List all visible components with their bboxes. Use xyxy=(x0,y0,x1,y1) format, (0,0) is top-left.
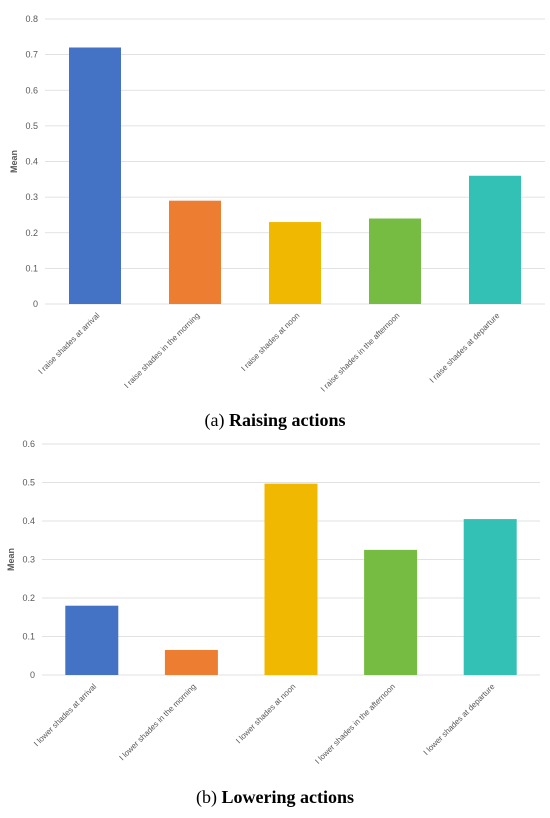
chart-raising-actions: 0 0.1 0.2 0.3 0.4 0.5 0.6 0.7 0.8 Mean I raise sha… xyxy=(9,14,545,394)
y-axis-label: Mean xyxy=(6,548,16,571)
chart-lowering-actions: 0 0.1 0.2 0.3 0.4 0.5 0.6 Mean I lower shades at… xyxy=(6,439,540,766)
bar xyxy=(469,175,521,304)
x-category-label: I raise shades at departure xyxy=(428,311,502,385)
bar xyxy=(364,549,418,675)
x-category-label: I raise shades in the morning xyxy=(122,311,201,390)
y-tick-label: 0.2 xyxy=(22,593,35,603)
y-tick-label: 0.3 xyxy=(22,555,35,565)
x-category-label: I lower shades at departure xyxy=(422,682,497,757)
caption-raising-prefix: (a) xyxy=(204,410,225,430)
x-category-label: I lower shades in the morning xyxy=(118,682,198,762)
y-tick-label: 0.7 xyxy=(25,50,38,60)
y-tick-label: 0.6 xyxy=(22,439,35,449)
y-tick-label: 0.6 xyxy=(25,85,38,95)
x-category-label: I lower shades at arrival xyxy=(32,682,98,748)
bar xyxy=(169,200,221,304)
y-tick-label: 0 xyxy=(33,299,38,309)
y-tick-label: 0.2 xyxy=(25,228,38,238)
bar xyxy=(369,218,421,304)
y-tick-label: 0.4 xyxy=(22,516,35,526)
caption-lowering-prefix: (b) xyxy=(196,787,217,807)
x-category-label: I lower shades in the afternoon xyxy=(313,682,397,766)
y-axis-label: Mean xyxy=(9,150,19,173)
bar xyxy=(269,222,321,304)
bar xyxy=(463,519,517,675)
bar xyxy=(264,483,318,675)
x-category-label: I raise shades at arrival xyxy=(37,311,102,376)
y-tick-label: 0.3 xyxy=(25,192,38,202)
y-tick-label: 0.5 xyxy=(25,121,38,131)
y-tick-label: 0.4 xyxy=(25,157,38,167)
y-tick-label: 0.1 xyxy=(25,263,38,273)
caption-lowering-title: Lowering actions xyxy=(221,787,355,807)
bar xyxy=(69,47,121,304)
y-tick-label: 0 xyxy=(30,670,35,680)
y-tick-label: 0.5 xyxy=(22,478,35,488)
y-tick-label: 0.8 xyxy=(25,14,38,24)
bar xyxy=(164,649,218,675)
caption-raising: (a) Raising actions xyxy=(0,410,550,431)
y-tick-label: 0.1 xyxy=(22,632,35,642)
caption-raising-title: Raising actions xyxy=(228,410,346,430)
caption-lowering: (b) Lowering actions xyxy=(0,787,550,808)
x-category-label: I raise shades in the afternoon xyxy=(319,311,401,393)
x-category-label: I raise shades at noon xyxy=(239,311,301,373)
bar xyxy=(65,605,119,675)
x-category-label: I lower shades at noon xyxy=(234,682,297,745)
